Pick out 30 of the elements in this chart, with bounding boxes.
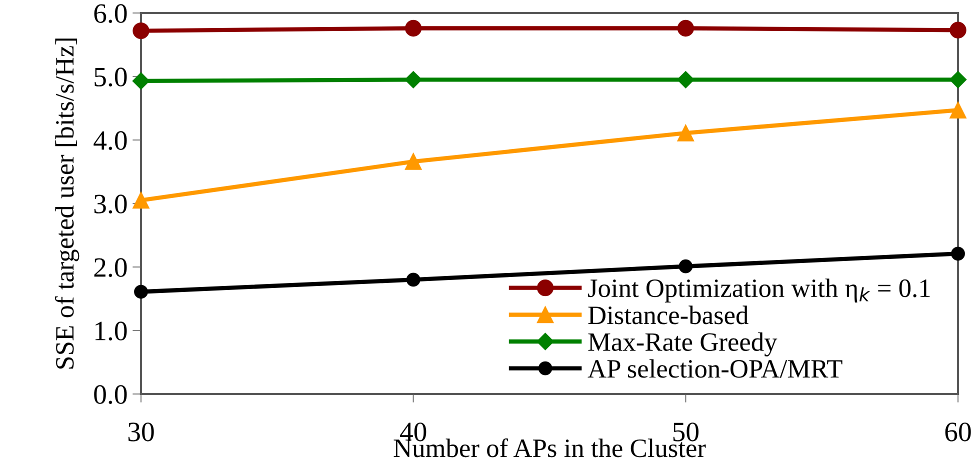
point [132,192,150,209]
legend-label: Distance-based [588,306,748,324]
point [406,272,420,287]
y-tick-label: 0.0 [94,385,127,404]
y-tick-label: 4.0 [94,131,127,150]
point [677,20,694,37]
point [950,22,966,38]
x-tick-label: 30 [128,422,154,442]
legend-label: Joint Optimization with η$_{k}$ = 0.1 [588,278,930,303]
point [132,72,150,90]
y-tick-label: 6.0 [94,4,127,24]
x-tick-label: 60 [945,422,971,442]
point [134,284,148,299]
y-tick-label: 3.0 [94,194,127,214]
point [677,124,694,142]
point [678,259,693,274]
point [951,246,965,261]
point [950,102,966,118]
point [405,153,422,170]
y-axis-title: SSE of targeted user [bits/s/Hz] [54,38,80,369]
point [677,71,694,88]
y-tick-label: 2.0 [94,258,127,278]
legend-label: Max-Rate Greedy [588,332,778,356]
point [949,71,967,88]
point [132,22,150,40]
legend-label: AP selection-OPA/MRT [588,359,842,378]
point [404,71,422,88]
y-tick-label: 5.0 [94,68,127,87]
point [405,20,422,37]
y-tick-label: 1.0 [96,322,127,341]
